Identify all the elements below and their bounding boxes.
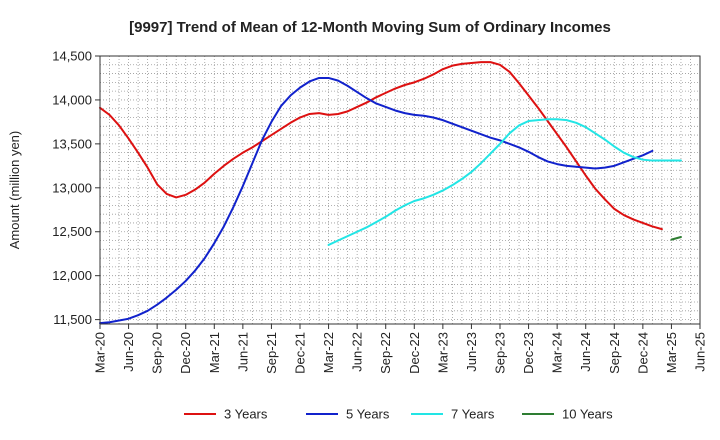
- series-line-7-years: [327, 118, 682, 246]
- y-tick-label: 12,000: [52, 268, 92, 283]
- x-tick-label: Sep-22: [378, 332, 393, 374]
- y-axis-ticks: 11,500 12,000 12,500 13,000 13,500 14,000 14,5…: [52, 49, 100, 327]
- x-tick-label: Sep-24: [607, 332, 622, 374]
- x-tick-label: Sep-20: [150, 332, 165, 374]
- x-tick-label: Jun-23: [464, 332, 479, 372]
- series-line-3-years: [99, 61, 663, 231]
- series-layer: [99, 61, 682, 325]
- legend-label: 5 Years: [346, 407, 390, 422]
- series-line-10-years: [670, 236, 682, 241]
- x-tick-label: Sep-23: [493, 332, 508, 374]
- x-tick-label: Dec-23: [521, 332, 536, 374]
- x-axis-ticks: Mar-20 Jun-20 Sep-20 Dec-20 Mar-21 Jun-21 Sep-…: [93, 324, 708, 374]
- x-tick-label: Sep-21: [264, 332, 279, 374]
- x-tick-label: Dec-20: [178, 332, 193, 374]
- x-tick-label: Jun-25: [693, 332, 708, 372]
- x-tick-label: Jun-22: [350, 332, 365, 372]
- y-axis-label: Amount (million yen): [7, 131, 22, 250]
- legend-label: 7 Years: [451, 407, 495, 422]
- y-tick-label: 11,500: [53, 312, 92, 327]
- y-tick-label: 13,000: [52, 180, 92, 195]
- y-tick-label: 12,500: [52, 224, 92, 239]
- x-tick-label: Mar-21: [207, 332, 222, 373]
- x-tick-label: Mar-20: [93, 332, 108, 373]
- x-tick-label: Dec-22: [407, 332, 422, 374]
- y-tick-label: 14,500: [52, 49, 92, 64]
- chart-title: [9997] Trend of Mean of 12-Month Moving …: [129, 19, 611, 36]
- x-tick-label: Dec-21: [293, 332, 308, 374]
- x-tick-label: Jun-21: [235, 332, 250, 372]
- legend-label: 10 Years: [562, 407, 613, 422]
- plot-border: [99, 55, 701, 325]
- x-tick-label: Mar-22: [321, 332, 336, 373]
- plot-area: [100, 56, 700, 324]
- grid-lines: [99, 55, 701, 324]
- x-tick-label: Dec-24: [635, 332, 650, 374]
- x-tick-label: Mar-23: [435, 332, 450, 373]
- x-tick-label: Mar-24: [550, 332, 565, 373]
- x-tick-label: Jun-24: [578, 332, 593, 372]
- series-line-5-years: [99, 76, 654, 325]
- legend: 3 Years 5 Years 7 Years 10 Years: [184, 407, 613, 422]
- y-tick-label: 14,000: [52, 92, 92, 107]
- x-tick-label: Mar-25: [664, 332, 679, 373]
- x-tick-label: Jun-20: [121, 332, 136, 372]
- y-tick-label: 13,500: [52, 136, 92, 151]
- legend-label: 3 Years: [224, 407, 268, 422]
